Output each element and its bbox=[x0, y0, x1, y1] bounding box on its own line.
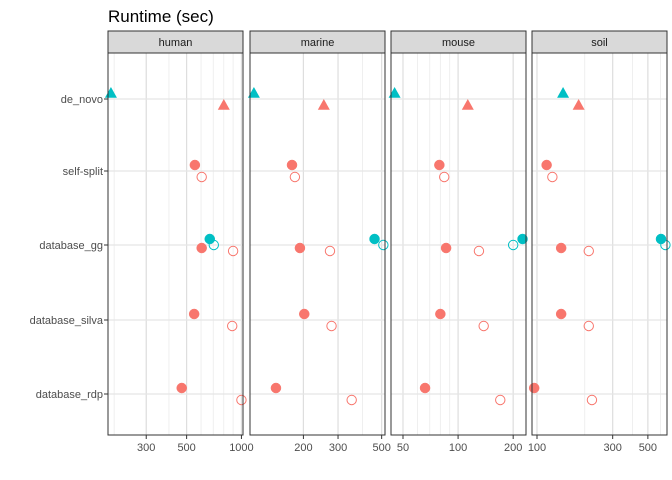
open-circle-point-red bbox=[324, 245, 336, 257]
facet-label-human: human bbox=[159, 37, 193, 49]
x-tick-label: 500 bbox=[177, 442, 195, 454]
points bbox=[528, 87, 671, 406]
open-circle-point-red bbox=[346, 394, 357, 406]
x-tick-label: 500 bbox=[372, 442, 390, 454]
open-circle-point-red bbox=[583, 245, 594, 257]
panel-border bbox=[107, 52, 244, 436]
facet-label-soil: soil bbox=[591, 37, 608, 49]
filled-circle-point-red bbox=[435, 308, 446, 320]
filled-circle-point-red bbox=[419, 382, 431, 394]
panel-marine: marine 200 300 500 bbox=[247, 30, 391, 454]
x-tick-label: 200 bbox=[504, 442, 522, 454]
open-circle-point-red bbox=[326, 320, 337, 332]
filled-circle-point-red bbox=[286, 159, 298, 171]
open-circle-point-red bbox=[236, 394, 247, 406]
open-circle-point-red bbox=[289, 171, 301, 183]
triangle-point-red bbox=[317, 99, 330, 110]
open-circle-point-teal bbox=[378, 239, 389, 251]
panel-soil: soil 100 300 500 bbox=[528, 30, 671, 454]
open-circle-point-red bbox=[227, 320, 238, 332]
open-circle-point-red bbox=[478, 320, 489, 332]
open-circle-point-red bbox=[495, 394, 506, 406]
filled-circle-point-red bbox=[294, 242, 306, 254]
y-tick-label-self-split: self-split bbox=[63, 166, 103, 178]
filled-circle-point-red bbox=[528, 382, 540, 394]
open-circle-point-red bbox=[227, 245, 239, 257]
open-circle-point-red bbox=[586, 394, 598, 406]
filled-circle-point-red bbox=[270, 382, 282, 394]
open-circle-point-red bbox=[547, 171, 558, 183]
filled-circle-point-red bbox=[555, 308, 567, 320]
facet-panels: human 300 500 1000 marine 200 300 500 mouse 50 100… bbox=[104, 30, 671, 454]
open-circle-point-teal bbox=[507, 239, 519, 251]
points bbox=[247, 87, 389, 406]
facet-label-mouse: mouse bbox=[442, 37, 475, 49]
filled-circle-point-red bbox=[555, 242, 567, 254]
filled-circle-point-teal bbox=[517, 233, 528, 245]
y-tick-label-database_gg: database_gg bbox=[39, 240, 103, 252]
y-tick-label-de_novo: de_novo bbox=[61, 94, 103, 106]
panel-background bbox=[532, 53, 667, 435]
y-tick-label-database_rdp: database_rdp bbox=[36, 389, 103, 401]
filled-circle-point-red bbox=[440, 242, 452, 254]
filled-circle-point-red bbox=[541, 159, 552, 171]
triangle-point-red bbox=[461, 99, 474, 110]
triangle-point-red bbox=[572, 99, 585, 110]
triangle-point-teal bbox=[247, 87, 260, 98]
filled-circle-point-red bbox=[434, 159, 445, 171]
filled-circle-point-red bbox=[176, 382, 187, 394]
open-circle-point-red bbox=[196, 171, 207, 183]
triangle-point-red bbox=[217, 99, 230, 110]
x-tick-label: 300 bbox=[137, 442, 155, 454]
filled-circle-point-teal bbox=[204, 233, 216, 245]
panel-background bbox=[108, 53, 243, 435]
open-circle-point-red bbox=[583, 320, 594, 332]
y-tick-label-database_silva: database_silva bbox=[30, 315, 104, 327]
x-tick-label: 100 bbox=[528, 442, 546, 454]
x-tick-label: 50 bbox=[397, 442, 409, 454]
filled-circle-point-red bbox=[189, 159, 201, 171]
y-axis-labels: de_novo self-split database_gg database_sil… bbox=[30, 94, 108, 401]
open-circle-point-teal bbox=[660, 239, 671, 251]
open-circle-point-red bbox=[439, 171, 450, 183]
panel-border bbox=[531, 52, 668, 436]
panel-human: human 300 500 1000 bbox=[104, 30, 254, 454]
gridlines bbox=[391, 53, 526, 435]
points bbox=[104, 87, 247, 406]
panel-background bbox=[250, 53, 385, 435]
panel-border bbox=[249, 52, 386, 436]
points bbox=[388, 87, 528, 406]
x-tick-label: 200 bbox=[294, 442, 312, 454]
filled-circle-point-red bbox=[299, 308, 310, 320]
gridlines bbox=[250, 53, 385, 435]
filled-circle-point-red bbox=[188, 308, 200, 320]
chart-title: Runtime (sec) bbox=[108, 7, 214, 26]
open-circle-point-teal bbox=[208, 239, 219, 251]
filled-circle-point-teal bbox=[369, 233, 380, 245]
gridlines bbox=[532, 53, 667, 435]
triangle-point-teal bbox=[388, 87, 401, 98]
open-circle-point-red bbox=[473, 245, 485, 257]
x-tick-label: 300 bbox=[329, 442, 347, 454]
facet-label-marine: marine bbox=[301, 37, 335, 49]
triangle-point-teal bbox=[557, 87, 570, 98]
filled-circle-point-red bbox=[196, 242, 207, 254]
x-tick-label: 1000 bbox=[229, 442, 253, 454]
x-tick-label: 100 bbox=[449, 442, 467, 454]
x-tick-label: 300 bbox=[604, 442, 622, 454]
x-tick-label: 500 bbox=[639, 442, 657, 454]
panel-mouse: mouse 50 100 200 bbox=[388, 30, 528, 454]
